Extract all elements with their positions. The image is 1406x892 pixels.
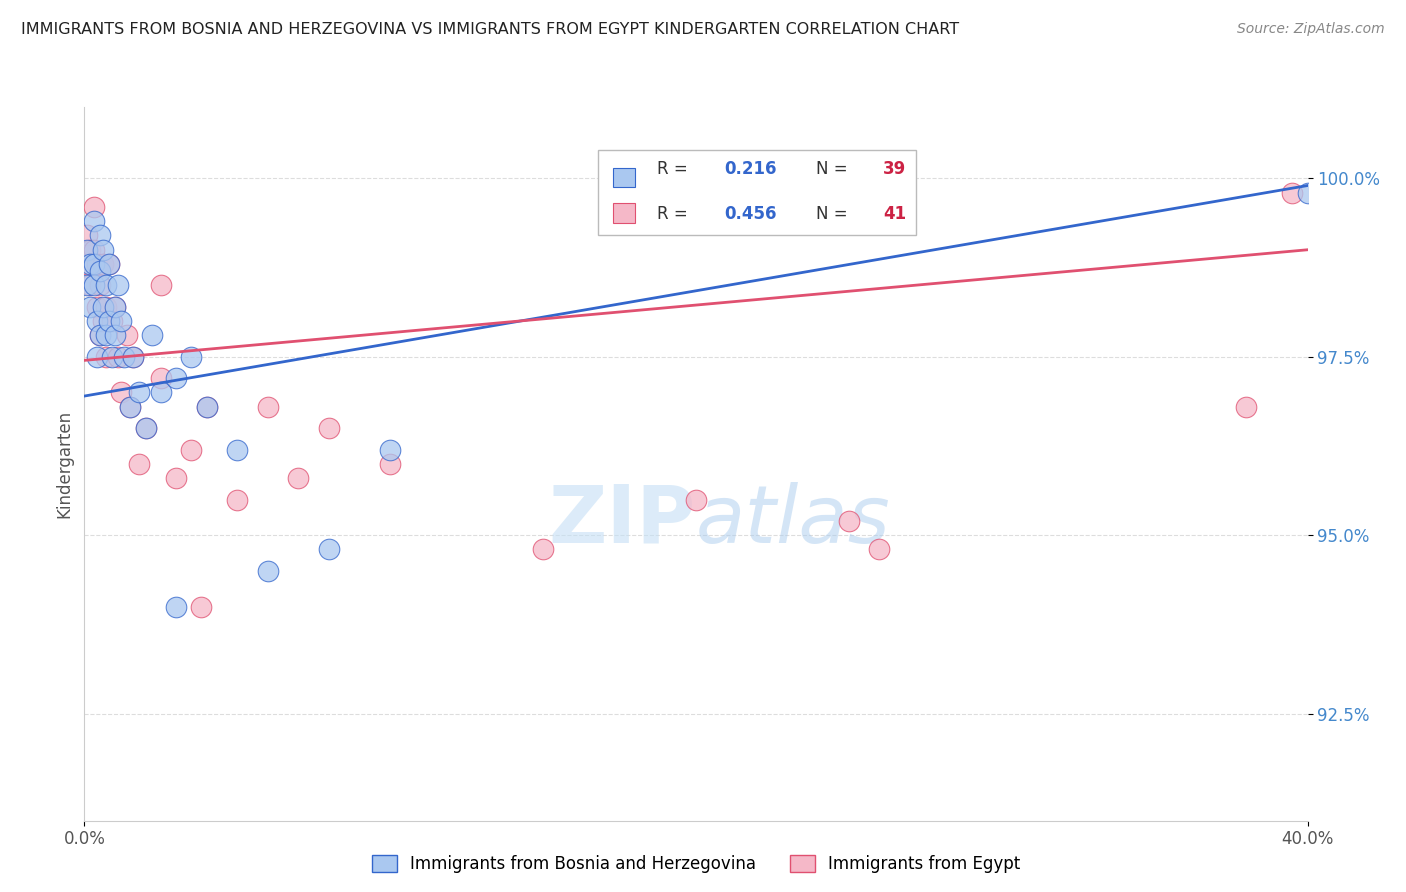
Text: R =: R =	[657, 161, 693, 178]
Point	[89, 228, 111, 243]
Point	[165, 471, 187, 485]
Point	[115, 328, 138, 343]
Text: 0.216: 0.216	[724, 161, 776, 178]
Point	[86, 350, 108, 364]
Point	[97, 314, 120, 328]
Point	[128, 457, 150, 471]
Text: atlas: atlas	[696, 482, 891, 560]
Point	[141, 328, 163, 343]
Point	[318, 421, 340, 435]
Point	[110, 385, 132, 400]
Point	[94, 278, 117, 293]
Bar	[613, 203, 636, 223]
Point	[120, 400, 142, 414]
Point	[83, 200, 105, 214]
Text: N =: N =	[815, 161, 852, 178]
Point	[89, 328, 111, 343]
Point	[79, 257, 101, 271]
Point	[195, 400, 218, 414]
Point	[869, 542, 891, 557]
Text: ZIP: ZIP	[548, 482, 696, 560]
Point	[86, 314, 108, 328]
Point	[104, 300, 127, 314]
Bar	[598, 150, 917, 235]
Point	[83, 214, 105, 228]
Point	[91, 243, 114, 257]
Point	[122, 350, 145, 364]
Point	[1234, 400, 1257, 414]
Text: 0.456: 0.456	[724, 205, 776, 223]
Text: 41: 41	[883, 205, 907, 223]
Point	[195, 400, 218, 414]
Point	[91, 300, 114, 314]
Point	[107, 278, 129, 293]
Text: 39: 39	[883, 161, 907, 178]
Point	[257, 564, 280, 578]
Text: N =: N =	[815, 205, 852, 223]
Point	[1281, 186, 1303, 200]
Point	[380, 442, 402, 457]
Bar	[613, 168, 636, 187]
Point	[76, 257, 98, 271]
Point	[89, 264, 111, 278]
Point	[287, 471, 309, 485]
Point	[86, 257, 108, 271]
Point	[1296, 186, 1319, 200]
Point	[91, 314, 114, 328]
Text: IMMIGRANTS FROM BOSNIA AND HERZEGOVINA VS IMMIGRANTS FROM EGYPT KINDERGARTEN COR: IMMIGRANTS FROM BOSNIA AND HERZEGOVINA V…	[21, 22, 959, 37]
Point	[97, 257, 120, 271]
Point	[76, 278, 98, 293]
Point	[135, 421, 157, 435]
Point	[165, 599, 187, 614]
Point	[128, 385, 150, 400]
Point	[531, 542, 554, 557]
Point	[226, 442, 249, 457]
Point	[83, 243, 105, 257]
Point	[838, 514, 860, 528]
Point	[94, 300, 117, 314]
Point	[685, 492, 707, 507]
Point	[149, 385, 172, 400]
Point	[76, 243, 98, 257]
Legend: Immigrants from Bosnia and Herzegovina, Immigrants from Egypt: Immigrants from Bosnia and Herzegovina, …	[366, 848, 1026, 880]
Point	[165, 371, 187, 385]
Point	[91, 257, 114, 271]
Point	[94, 328, 117, 343]
Point	[122, 350, 145, 364]
Point	[79, 243, 101, 257]
Point	[190, 599, 212, 614]
Point	[76, 228, 98, 243]
Y-axis label: Kindergarten: Kindergarten	[55, 409, 73, 518]
Point	[89, 328, 111, 343]
Point	[104, 300, 127, 314]
Point	[86, 300, 108, 314]
Point	[97, 257, 120, 271]
Point	[149, 278, 172, 293]
Point	[79, 300, 101, 314]
Point	[135, 421, 157, 435]
Point	[107, 350, 129, 364]
Text: Source: ZipAtlas.com: Source: ZipAtlas.com	[1237, 22, 1385, 37]
Point	[180, 442, 202, 457]
Text: R =: R =	[657, 205, 693, 223]
Point	[257, 400, 280, 414]
Point	[89, 278, 111, 293]
Point	[149, 371, 172, 385]
Point	[101, 350, 124, 364]
Point	[94, 350, 117, 364]
Point	[110, 314, 132, 328]
Point	[380, 457, 402, 471]
Point	[83, 257, 105, 271]
Point	[83, 278, 105, 293]
Point	[318, 542, 340, 557]
Point	[180, 350, 202, 364]
Point	[120, 400, 142, 414]
Point	[226, 492, 249, 507]
Point	[101, 314, 124, 328]
Point	[79, 278, 101, 293]
Point	[112, 350, 135, 364]
Point	[104, 328, 127, 343]
